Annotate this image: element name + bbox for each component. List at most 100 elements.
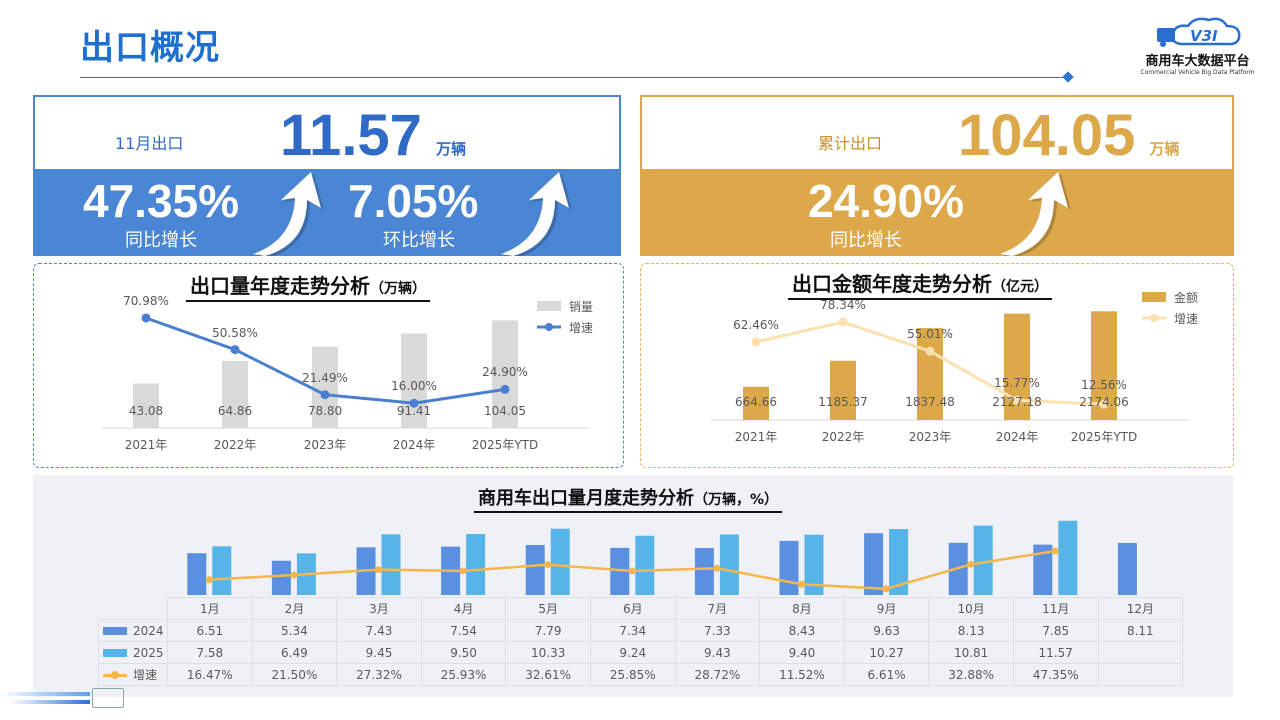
logo-en-text: Commercial Vehicle Big Data Platform	[1140, 69, 1255, 76]
growth-point	[290, 571, 298, 579]
bar-2024	[864, 533, 884, 595]
bar-2025	[381, 534, 401, 595]
corner-cell	[98, 597, 168, 620]
logo-cn-text: 商用车大数据平台	[1145, 54, 1250, 69]
table-cell: 25.85%	[589, 663, 676, 686]
table-cell: 10.81	[928, 641, 1014, 664]
legend-line-key	[1150, 314, 1158, 322]
bar-2025	[550, 528, 570, 595]
month-header: 5月	[505, 597, 591, 620]
bar	[492, 320, 518, 428]
bar-2024	[187, 553, 207, 595]
growth-point	[1051, 547, 1059, 555]
bar-2024	[694, 547, 714, 595]
table-cell: 11.52%	[759, 663, 845, 686]
bar-2024	[610, 547, 630, 595]
growth-point	[1012, 395, 1022, 405]
table-cell	[1097, 663, 1184, 686]
table-header-row: 1月 2月 3月 4月 5月 6月 7月 8月 9月 10月 11月 12月	[98, 597, 1184, 620]
growth-point	[230, 345, 240, 355]
table-cell: 6.49	[251, 641, 338, 664]
month-header: 6月	[589, 597, 676, 620]
growth-point	[141, 313, 151, 323]
table-cell: 6.51	[167, 619, 253, 642]
monthly-data-table: 1月 2月 3月 4月 5月 6月 7月 8月 9月 10月 11月 12月 2024 6.51 5.34 7…	[98, 597, 1184, 686]
month-header: 4月	[420, 597, 507, 620]
growth-point	[838, 317, 848, 327]
table-cell: 32.88%	[928, 663, 1014, 686]
table-cell: 7.85	[1012, 619, 1099, 642]
table-cell: 28.72%	[674, 663, 761, 686]
page-title: 出口概况	[80, 28, 220, 68]
bar	[133, 383, 159, 428]
bar	[312, 346, 338, 428]
month-header: 3月	[336, 597, 422, 620]
up-arrow-icon	[1000, 172, 1071, 256]
svg-text:V3I: V3I	[1190, 27, 1218, 45]
bar-2024	[1033, 544, 1053, 595]
growth-point	[459, 567, 467, 575]
growth-point	[205, 576, 213, 584]
table-cell: 7.33	[674, 619, 761, 642]
yoy-value: 47.35%	[83, 175, 240, 227]
yoy-label: 同比增长	[125, 230, 197, 251]
bar-2025	[466, 534, 486, 595]
table-cell: 7.54	[420, 619, 507, 642]
growth-point	[628, 567, 636, 575]
growth-point	[713, 564, 721, 572]
table-cell	[1097, 641, 1184, 664]
table-cell: 5.34	[251, 619, 338, 642]
table-cell: 25.93%	[420, 663, 507, 686]
yoy-value: 24.90%	[808, 175, 965, 227]
table-cell: 7.34	[589, 619, 676, 642]
kpi-value-row: 104.05 万辆	[958, 99, 1179, 169]
table-cell: 8.13	[928, 619, 1014, 642]
month-header: 8月	[759, 597, 845, 620]
chart-title: 出口金额年度走势分析（亿元）	[788, 268, 1052, 300]
bar-2024	[271, 560, 291, 595]
bar-2024	[525, 545, 545, 595]
table-cell: 10.27	[843, 641, 930, 664]
month-header: 10月	[928, 597, 1014, 620]
table-row: 2025 7.58 6.49 9.45 9.50 10.33 9.24 9.43 9.40 10.…	[98, 641, 1184, 664]
growth-point	[925, 346, 935, 356]
kpi-value: 11.57	[280, 103, 422, 168]
bar-2025	[719, 534, 739, 595]
bar-2025	[804, 534, 824, 595]
legend-2025-key	[103, 649, 127, 657]
growth-point	[375, 566, 382, 574]
row-header: 增速	[98, 663, 168, 686]
month-header: 12月	[1097, 597, 1184, 620]
table-cell: 7.43	[336, 619, 422, 642]
annual-value-chart	[640, 263, 1234, 468]
bar	[917, 328, 943, 420]
legend-bar-key	[537, 301, 561, 311]
month-header: 1月	[167, 597, 253, 620]
growth-point	[1099, 399, 1109, 409]
growth-point	[544, 561, 552, 569]
table-cell: 7.58	[167, 641, 253, 664]
table-cell: 7.79	[505, 619, 591, 642]
series-name: 2025	[133, 645, 164, 660]
bar-2025	[635, 535, 655, 595]
kpi-growth-panel: 24.90% 同比增长	[640, 170, 1234, 256]
table-cell: 9.63	[843, 619, 930, 642]
table-cell: 8.11	[1097, 619, 1184, 642]
kpi-cumulative-export: 累计出口 104.05 万辆	[640, 95, 1234, 171]
month-header: 2月	[251, 597, 338, 620]
table-cell: 9.43	[674, 641, 761, 664]
kpi-unit: 万辆	[435, 140, 466, 158]
month-header: 11月	[1012, 597, 1099, 620]
bar	[401, 333, 427, 428]
kpi-value-row: 11.57 万辆	[280, 99, 466, 169]
growth-point	[798, 580, 805, 588]
kpi-label: 累计出口	[818, 134, 883, 153]
bar	[743, 386, 769, 420]
bar-2025	[889, 529, 909, 595]
kpi-value: 104.05	[958, 103, 1136, 168]
kpi-unit: 万辆	[1149, 140, 1180, 158]
growth-point	[882, 585, 890, 593]
mom-value: 7.05%	[348, 175, 479, 227]
bar-2025	[973, 525, 993, 595]
